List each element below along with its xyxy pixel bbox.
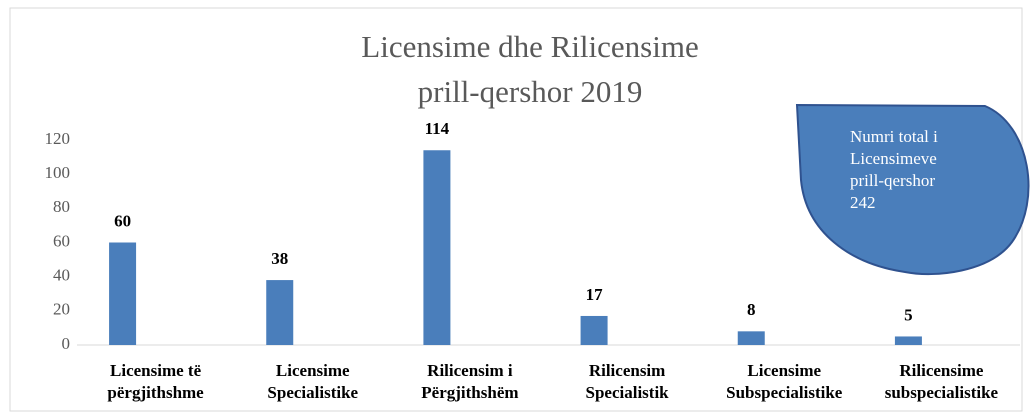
bar [737,331,765,345]
callout-text: Licensimeve [850,149,937,168]
y-tick-label: 120 [45,129,71,148]
y-tick-label: 100 [45,163,71,182]
callout-text: Numri total i [850,127,938,146]
value-label: 5 [904,305,913,324]
y-tick-label: 20 [53,300,70,319]
y-tick-label: 40 [53,266,70,285]
value-label: 60 [114,211,131,230]
callout [795,103,1030,276]
bar [580,315,608,345]
callout-text: 242 [850,193,876,212]
x-tick-label: Specialistik [586,383,670,402]
x-tick-label: Përgjithshëm [421,383,518,402]
bar [266,280,294,345]
value-label: 17 [586,285,604,304]
chart-title: Licensime dhe Rilicensime [361,29,698,64]
value-label: 114 [425,119,450,138]
bar [109,242,137,345]
bar [423,150,451,345]
y-tick-label: 0 [62,334,71,353]
x-tick-label: Licensime [747,361,821,380]
value-label: 38 [271,249,288,268]
x-tick-label: Specialistike [267,383,358,402]
y-tick-label: 60 [53,231,70,250]
x-tick-label: Subspecialistike [726,383,843,402]
x-tick-label: Rilicensim [589,361,666,380]
x-tick-label: Licensime të [110,361,202,380]
value-label: 8 [747,300,756,319]
x-tick-label: Rilicensim i [427,361,513,380]
chart-subtitle: prill-qershor 2019 [418,74,643,109]
bar [894,336,922,345]
x-tick-label: përgjithshme [107,383,204,402]
x-tick-label: subspecialistike [885,383,999,402]
x-tick-label: Rilicensime [899,361,983,380]
callout-text: prill-qershor [850,171,935,190]
x-tick-label: Licensime [276,361,350,380]
y-tick-label: 80 [53,197,70,216]
